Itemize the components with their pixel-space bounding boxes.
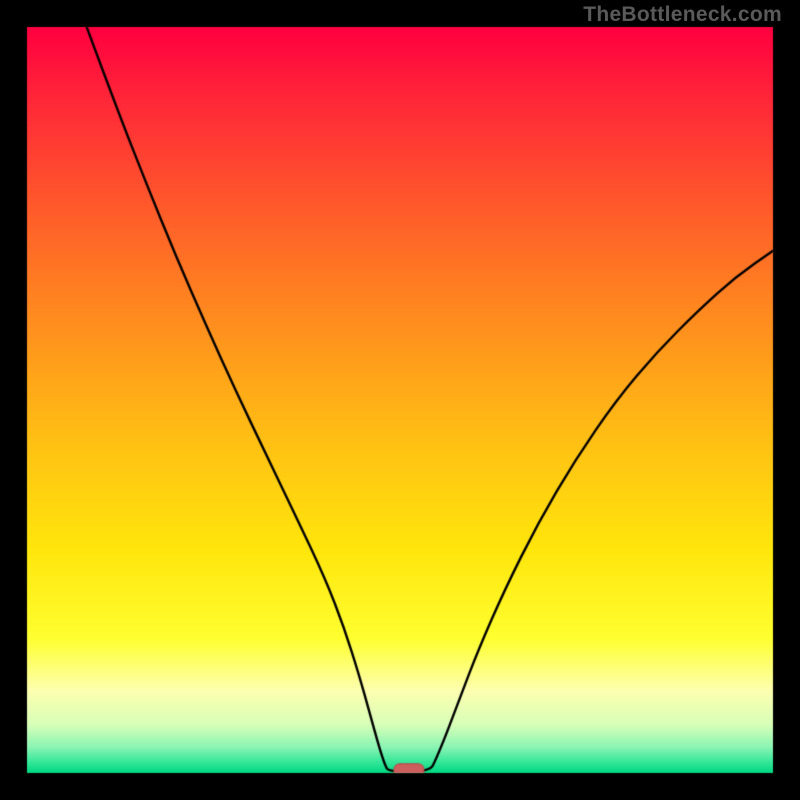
bottleneck-curve-canvas xyxy=(0,0,800,800)
chart-stage: TheBottleneck.com xyxy=(0,0,800,800)
watermark-text: TheBottleneck.com xyxy=(583,3,782,27)
